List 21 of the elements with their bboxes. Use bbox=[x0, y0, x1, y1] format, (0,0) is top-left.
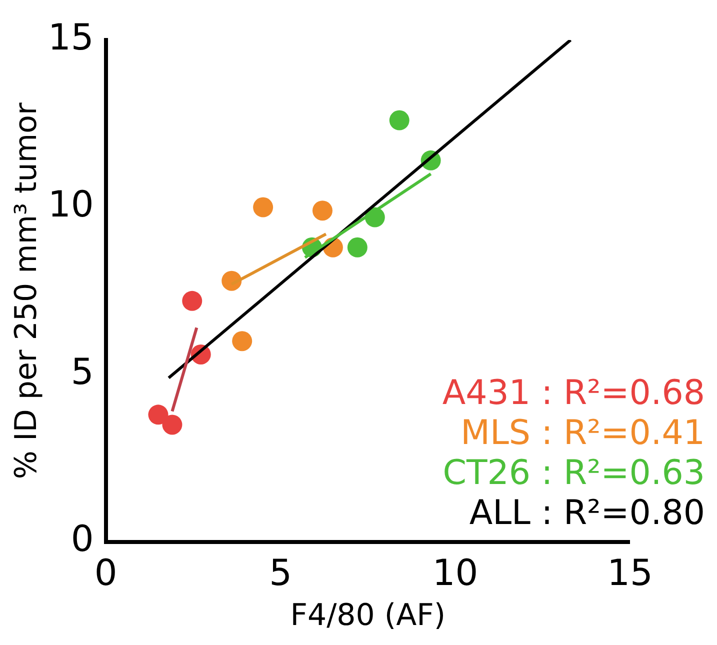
x-tick-label: 15 bbox=[607, 552, 653, 594]
point bbox=[162, 414, 182, 435]
y-tick-label: 5 bbox=[70, 352, 94, 393]
point bbox=[347, 237, 368, 258]
y-tick-label: 15 bbox=[48, 17, 94, 58]
text: ALL : R²=0.80 bbox=[469, 492, 705, 533]
point bbox=[182, 290, 202, 311]
text: A431 : R²=0.68 bbox=[442, 372, 705, 413]
y-tick-label: 0 bbox=[70, 519, 94, 560]
text: CT26 : R²=0.63 bbox=[442, 452, 705, 493]
point bbox=[312, 200, 332, 221]
point bbox=[232, 331, 252, 352]
y-tick-label: 10 bbox=[48, 184, 94, 226]
x-tick-label: 10 bbox=[432, 552, 478, 594]
x-axis-title: F4/80 (AF) bbox=[290, 598, 446, 633]
x-tick-label: 5 bbox=[269, 552, 292, 594]
text: MLS : R²=0.41 bbox=[460, 412, 705, 453]
point bbox=[389, 110, 410, 130]
point bbox=[253, 197, 274, 218]
y-axis-title: % ID per 250 mm³ tumor bbox=[8, 102, 44, 480]
point bbox=[148, 404, 168, 425]
